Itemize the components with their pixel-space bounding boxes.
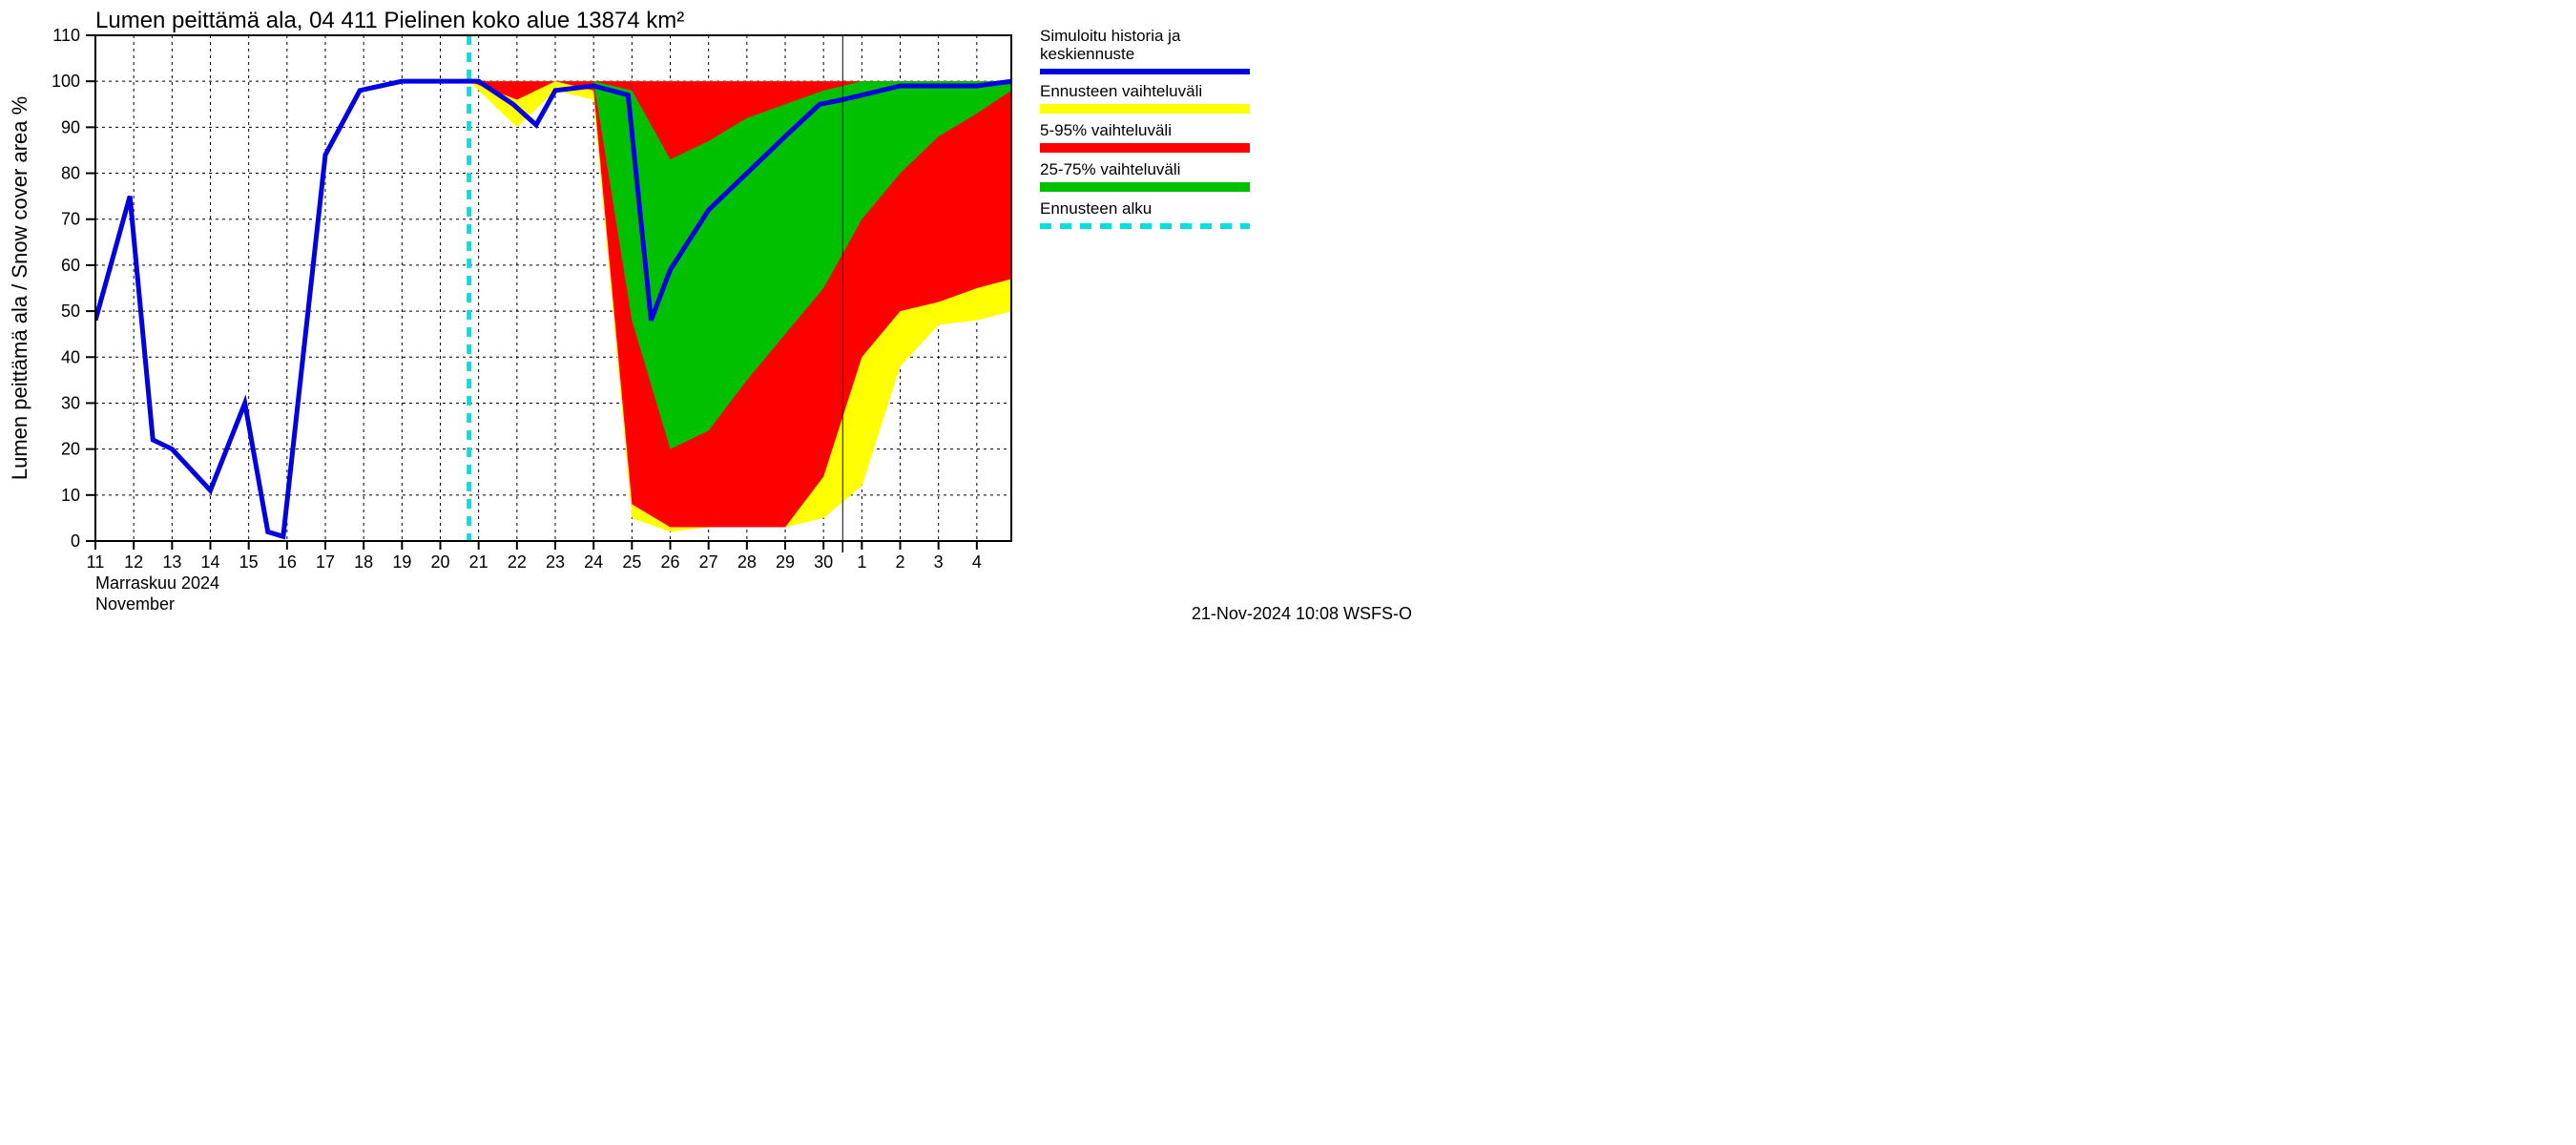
footer-text: 21-Nov-2024 10:08 WSFS-O xyxy=(1192,604,1412,623)
xtick-label: 26 xyxy=(660,552,679,572)
xtick-label: 13 xyxy=(162,552,181,572)
snow-cover-chart: 0102030405060708090100110111213141516171… xyxy=(0,0,1431,636)
legend-label: Ennusteen alku xyxy=(1040,199,1152,218)
xtick-label: 28 xyxy=(737,552,757,572)
legend-swatch xyxy=(1040,143,1250,153)
ytick-label: 70 xyxy=(61,210,80,229)
xtick-label: 1 xyxy=(857,552,866,572)
xtick-label: 27 xyxy=(699,552,718,572)
ytick-label: 10 xyxy=(61,486,80,505)
ytick-label: 20 xyxy=(61,440,80,459)
month-label-fi: Marraskuu 2024 xyxy=(95,573,219,593)
xtick-label: 11 xyxy=(87,552,105,572)
xtick-label: 2 xyxy=(896,552,905,572)
xtick-label: 15 xyxy=(239,552,259,572)
legend-label: Ennusteen vaihteluväli xyxy=(1040,82,1202,100)
y-axis-label: Lumen peittämä ala / Snow cover area % xyxy=(8,96,31,480)
ytick-label: 90 xyxy=(61,117,80,136)
ytick-label: 60 xyxy=(61,256,80,275)
legend-label: 25-75% vaihteluväli xyxy=(1040,160,1180,178)
legend-label: 5-95% vaihteluväli xyxy=(1040,121,1172,139)
xtick-label: 16 xyxy=(278,552,297,572)
month-label-en: November xyxy=(95,594,175,614)
chart-svg: 0102030405060708090100110111213141516171… xyxy=(0,0,1431,636)
xtick-label: 3 xyxy=(934,552,944,572)
xtick-label: 14 xyxy=(200,552,219,572)
xtick-label: 22 xyxy=(508,552,527,572)
legend-swatch xyxy=(1040,182,1250,192)
xtick-label: 30 xyxy=(814,552,833,572)
ytick-label: 100 xyxy=(52,72,80,91)
chart-title: Lumen peittämä ala, 04 411 Pielinen koko… xyxy=(95,8,684,33)
xtick-label: 25 xyxy=(622,552,641,572)
xtick-label: 19 xyxy=(392,552,411,572)
ytick-label: 50 xyxy=(61,302,80,321)
legend-swatch xyxy=(1040,104,1250,114)
ytick-label: 30 xyxy=(61,393,80,412)
ytick-label: 40 xyxy=(61,347,80,366)
ytick-label: 80 xyxy=(61,164,80,183)
xtick-label: 20 xyxy=(430,552,449,572)
xtick-label: 17 xyxy=(316,552,335,572)
xtick-label: 18 xyxy=(354,552,373,572)
xtick-label: 23 xyxy=(546,552,565,572)
legend-label: Simuloitu historia ja xyxy=(1040,27,1181,45)
xtick-label: 29 xyxy=(776,552,795,572)
legend-label: keskiennuste xyxy=(1040,45,1134,63)
xtick-label: 24 xyxy=(584,552,603,572)
ytick-label: 110 xyxy=(52,26,80,45)
ytick-label: 0 xyxy=(71,531,80,551)
xtick-label: 21 xyxy=(469,552,488,572)
xtick-label: 12 xyxy=(124,552,143,572)
xtick-label: 4 xyxy=(972,552,982,572)
